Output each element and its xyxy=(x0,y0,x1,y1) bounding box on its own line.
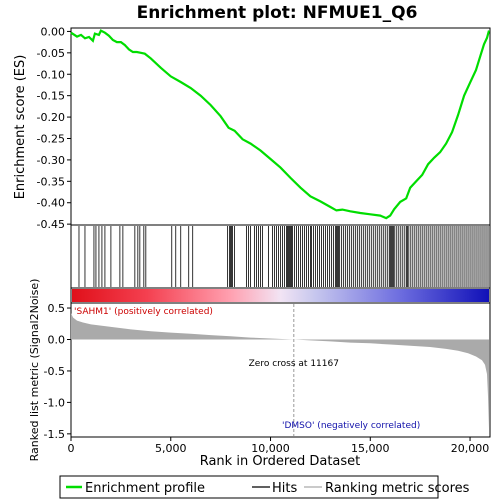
x-tick-label: 15,000 xyxy=(351,442,390,455)
enrichment-profile-line xyxy=(70,29,491,220)
es-axis-title: Enrichment score (ES) xyxy=(13,55,28,200)
x-tick-label: 20,000 xyxy=(451,442,490,455)
x-tick-label: 10,000 xyxy=(251,442,290,455)
ranking-metric-area xyxy=(71,313,489,429)
legend-hits-label: Hits xyxy=(272,481,297,496)
es-tick-label: -0.45 xyxy=(37,218,65,231)
legend-box xyxy=(59,475,439,499)
es-axis-ticks: 0.00 -0.05 -0.10 -0.15 -0.20 -0.25 -0.30 -0.35 -… xyxy=(37,25,71,231)
hits-marks xyxy=(78,226,489,287)
legend-metric-label: Ranking metric scores xyxy=(325,481,470,496)
es-tick-label: -0.05 xyxy=(37,47,65,60)
es-tick-label: -0.30 xyxy=(37,154,65,167)
positive-correlation-label: 'SAHM1' (positively correlated) xyxy=(74,307,213,317)
metric-axis-title: Ranked list metric (Signal2Noise) xyxy=(28,279,41,462)
rank-color-bar-fill xyxy=(72,289,490,302)
es-tick-label: -0.10 xyxy=(37,68,65,81)
es-tick-label: -0.25 xyxy=(37,132,65,145)
metric-panel-frame xyxy=(70,302,491,438)
chart-title: Enrichment plot: NFMUE1_Q6 xyxy=(137,3,418,23)
es-tick-label: -0.35 xyxy=(37,175,65,188)
es-tick-label: -0.40 xyxy=(37,197,65,210)
es-panel-frame xyxy=(70,27,491,226)
es-tick-label: -0.15 xyxy=(37,90,65,103)
x-axis-ticks: 0 5,000 10,000 15,000 20,000 xyxy=(68,437,490,455)
x-tick-label: 5,000 xyxy=(155,442,187,455)
legend-enrichment-label: Enrichment profile xyxy=(85,481,205,496)
metric-tick-label: 0.5 xyxy=(48,302,66,315)
negative-correlation-label: 'DMSO' (negatively correlated) xyxy=(282,421,420,431)
metric-axis-ticks: 0.5 0.0 -0.5 -1.0 -1.5 xyxy=(44,302,71,441)
x-axis-title: Rank in Ordered Dataset xyxy=(200,454,361,469)
es-tick-label: -0.20 xyxy=(37,111,65,124)
zero-cross-label: Zero cross at 11167 xyxy=(249,359,339,369)
metric-tick-label: -1.5 xyxy=(44,428,65,441)
metric-tick-label: 0.0 xyxy=(48,333,66,346)
es-tick-label: 0.00 xyxy=(41,25,66,38)
x-tick-label: 0 xyxy=(68,442,75,455)
metric-tick-label: -0.5 xyxy=(44,365,65,378)
metric-tick-label: -1.0 xyxy=(44,396,65,409)
